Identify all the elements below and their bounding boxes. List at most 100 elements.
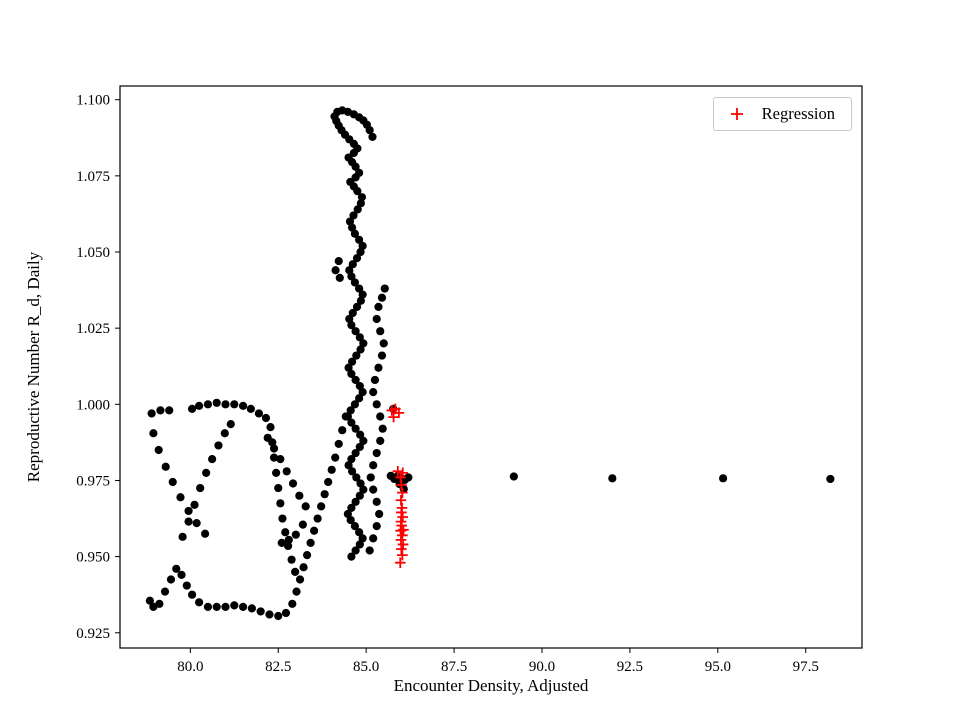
- scatter-point: [380, 284, 389, 293]
- scatter-point: [355, 540, 364, 549]
- scatter-point: [220, 429, 229, 438]
- scatter-point: [351, 448, 360, 458]
- regression-point: [395, 494, 407, 506]
- scatter-point: [351, 327, 360, 336]
- scatter-point: [331, 266, 340, 275]
- regression-point: [397, 487, 408, 498]
- scatter-point: [347, 455, 356, 464]
- regression-point: [395, 472, 406, 483]
- scatter-point: [349, 211, 358, 220]
- scatter-point: [203, 602, 213, 611]
- scatter-point: [509, 472, 518, 481]
- scatter-point: [288, 479, 298, 488]
- scatter-point: [230, 601, 239, 610]
- scatter-point: [230, 400, 239, 409]
- scatter-point: [172, 564, 181, 573]
- scatter-point: [356, 430, 365, 439]
- scatter-point: [214, 441, 223, 450]
- scatter-point: [338, 426, 347, 435]
- scatter-point: [238, 401, 248, 410]
- scatter-point: [145, 596, 154, 605]
- scatter-point: [287, 555, 296, 564]
- scatter-point: [368, 132, 377, 141]
- scatter-point: [246, 404, 255, 413]
- scatter-point: [335, 273, 344, 283]
- scatter-point: [166, 575, 176, 584]
- scatter-point: [826, 474, 835, 484]
- scatter-point: [276, 455, 285, 464]
- scatter-point: [370, 375, 380, 385]
- scatter-point: [358, 388, 367, 397]
- scatter-point: [347, 369, 356, 378]
- scatter-point: [149, 429, 158, 438]
- scatter-point: [334, 439, 343, 449]
- scatter-point: [374, 302, 383, 311]
- y-tick-label: 1.025: [76, 321, 110, 337]
- y-tick-label: 1.000: [76, 397, 110, 413]
- scatter-point: [313, 514, 322, 523]
- y-tick-label: 0.925: [76, 626, 110, 642]
- scatter-point: [202, 468, 211, 477]
- scatter-point: [346, 515, 355, 525]
- regression-point: [396, 502, 408, 514]
- scatter-point: [359, 485, 368, 494]
- y-axis-label: Reproductive Number R_d, Daily: [24, 251, 43, 483]
- scatter-point: [269, 453, 279, 462]
- scatter-point: [359, 436, 368, 445]
- scatter-point: [352, 302, 362, 311]
- scatter-point: [372, 314, 381, 324]
- scatter-point: [359, 339, 368, 348]
- x-tick-label: 82.5: [265, 659, 291, 675]
- scatter-point: [263, 433, 272, 442]
- x-tick-label: 97.5: [793, 659, 819, 675]
- scatter-point: [265, 610, 274, 619]
- scatter-point: [156, 406, 165, 415]
- scatter-point: [355, 442, 364, 452]
- scatter-point: [355, 168, 364, 177]
- scatter-point: [355, 528, 364, 537]
- scatter-point: [165, 406, 174, 415]
- scatter-point: [372, 497, 381, 506]
- scatter-point: [155, 599, 164, 608]
- scatter-point: [306, 538, 315, 548]
- scatter-point: [184, 506, 193, 516]
- scatter-point: [374, 363, 383, 372]
- scatter-point: [352, 254, 362, 263]
- scatter-point: [334, 257, 343, 266]
- axes-frame: [119, 85, 863, 649]
- regression-point: [395, 534, 407, 546]
- scatter-point: [348, 308, 357, 318]
- scatter-point: [301, 502, 310, 511]
- scatter-point: [355, 491, 364, 500]
- scatter-point: [212, 398, 221, 407]
- x-tick-label: 85.0: [353, 659, 379, 675]
- scatter-point: [266, 423, 275, 432]
- scatter-point: [355, 284, 364, 293]
- scatter-point: [377, 293, 387, 302]
- scatter-point: [195, 401, 204, 410]
- scatter-point: [404, 473, 413, 482]
- scatter-point: [369, 388, 378, 397]
- scatter-point: [355, 235, 364, 244]
- x-tick-label: 90.0: [529, 659, 555, 675]
- scatter-point: [376, 412, 385, 421]
- scatter-point: [358, 241, 367, 251]
- scatter-point: [254, 409, 264, 418]
- scatter-point: [160, 587, 170, 596]
- scatter-point: [718, 474, 728, 483]
- scatter-point: [347, 418, 356, 427]
- scatter-point: [281, 528, 290, 537]
- scatter-point: [372, 448, 381, 458]
- scatter-point: [154, 445, 163, 455]
- x-tick-label: 95.0: [705, 659, 731, 675]
- scatter-point: [608, 474, 617, 483]
- scatter-point: [226, 420, 235, 429]
- regression-point: [397, 549, 408, 561]
- y-tick-label: 1.100: [76, 93, 110, 109]
- scatter-point: [358, 290, 367, 299]
- x-tick-label: 87.5: [441, 659, 467, 675]
- scatter-point: [212, 602, 221, 611]
- scatter-point: [256, 607, 265, 616]
